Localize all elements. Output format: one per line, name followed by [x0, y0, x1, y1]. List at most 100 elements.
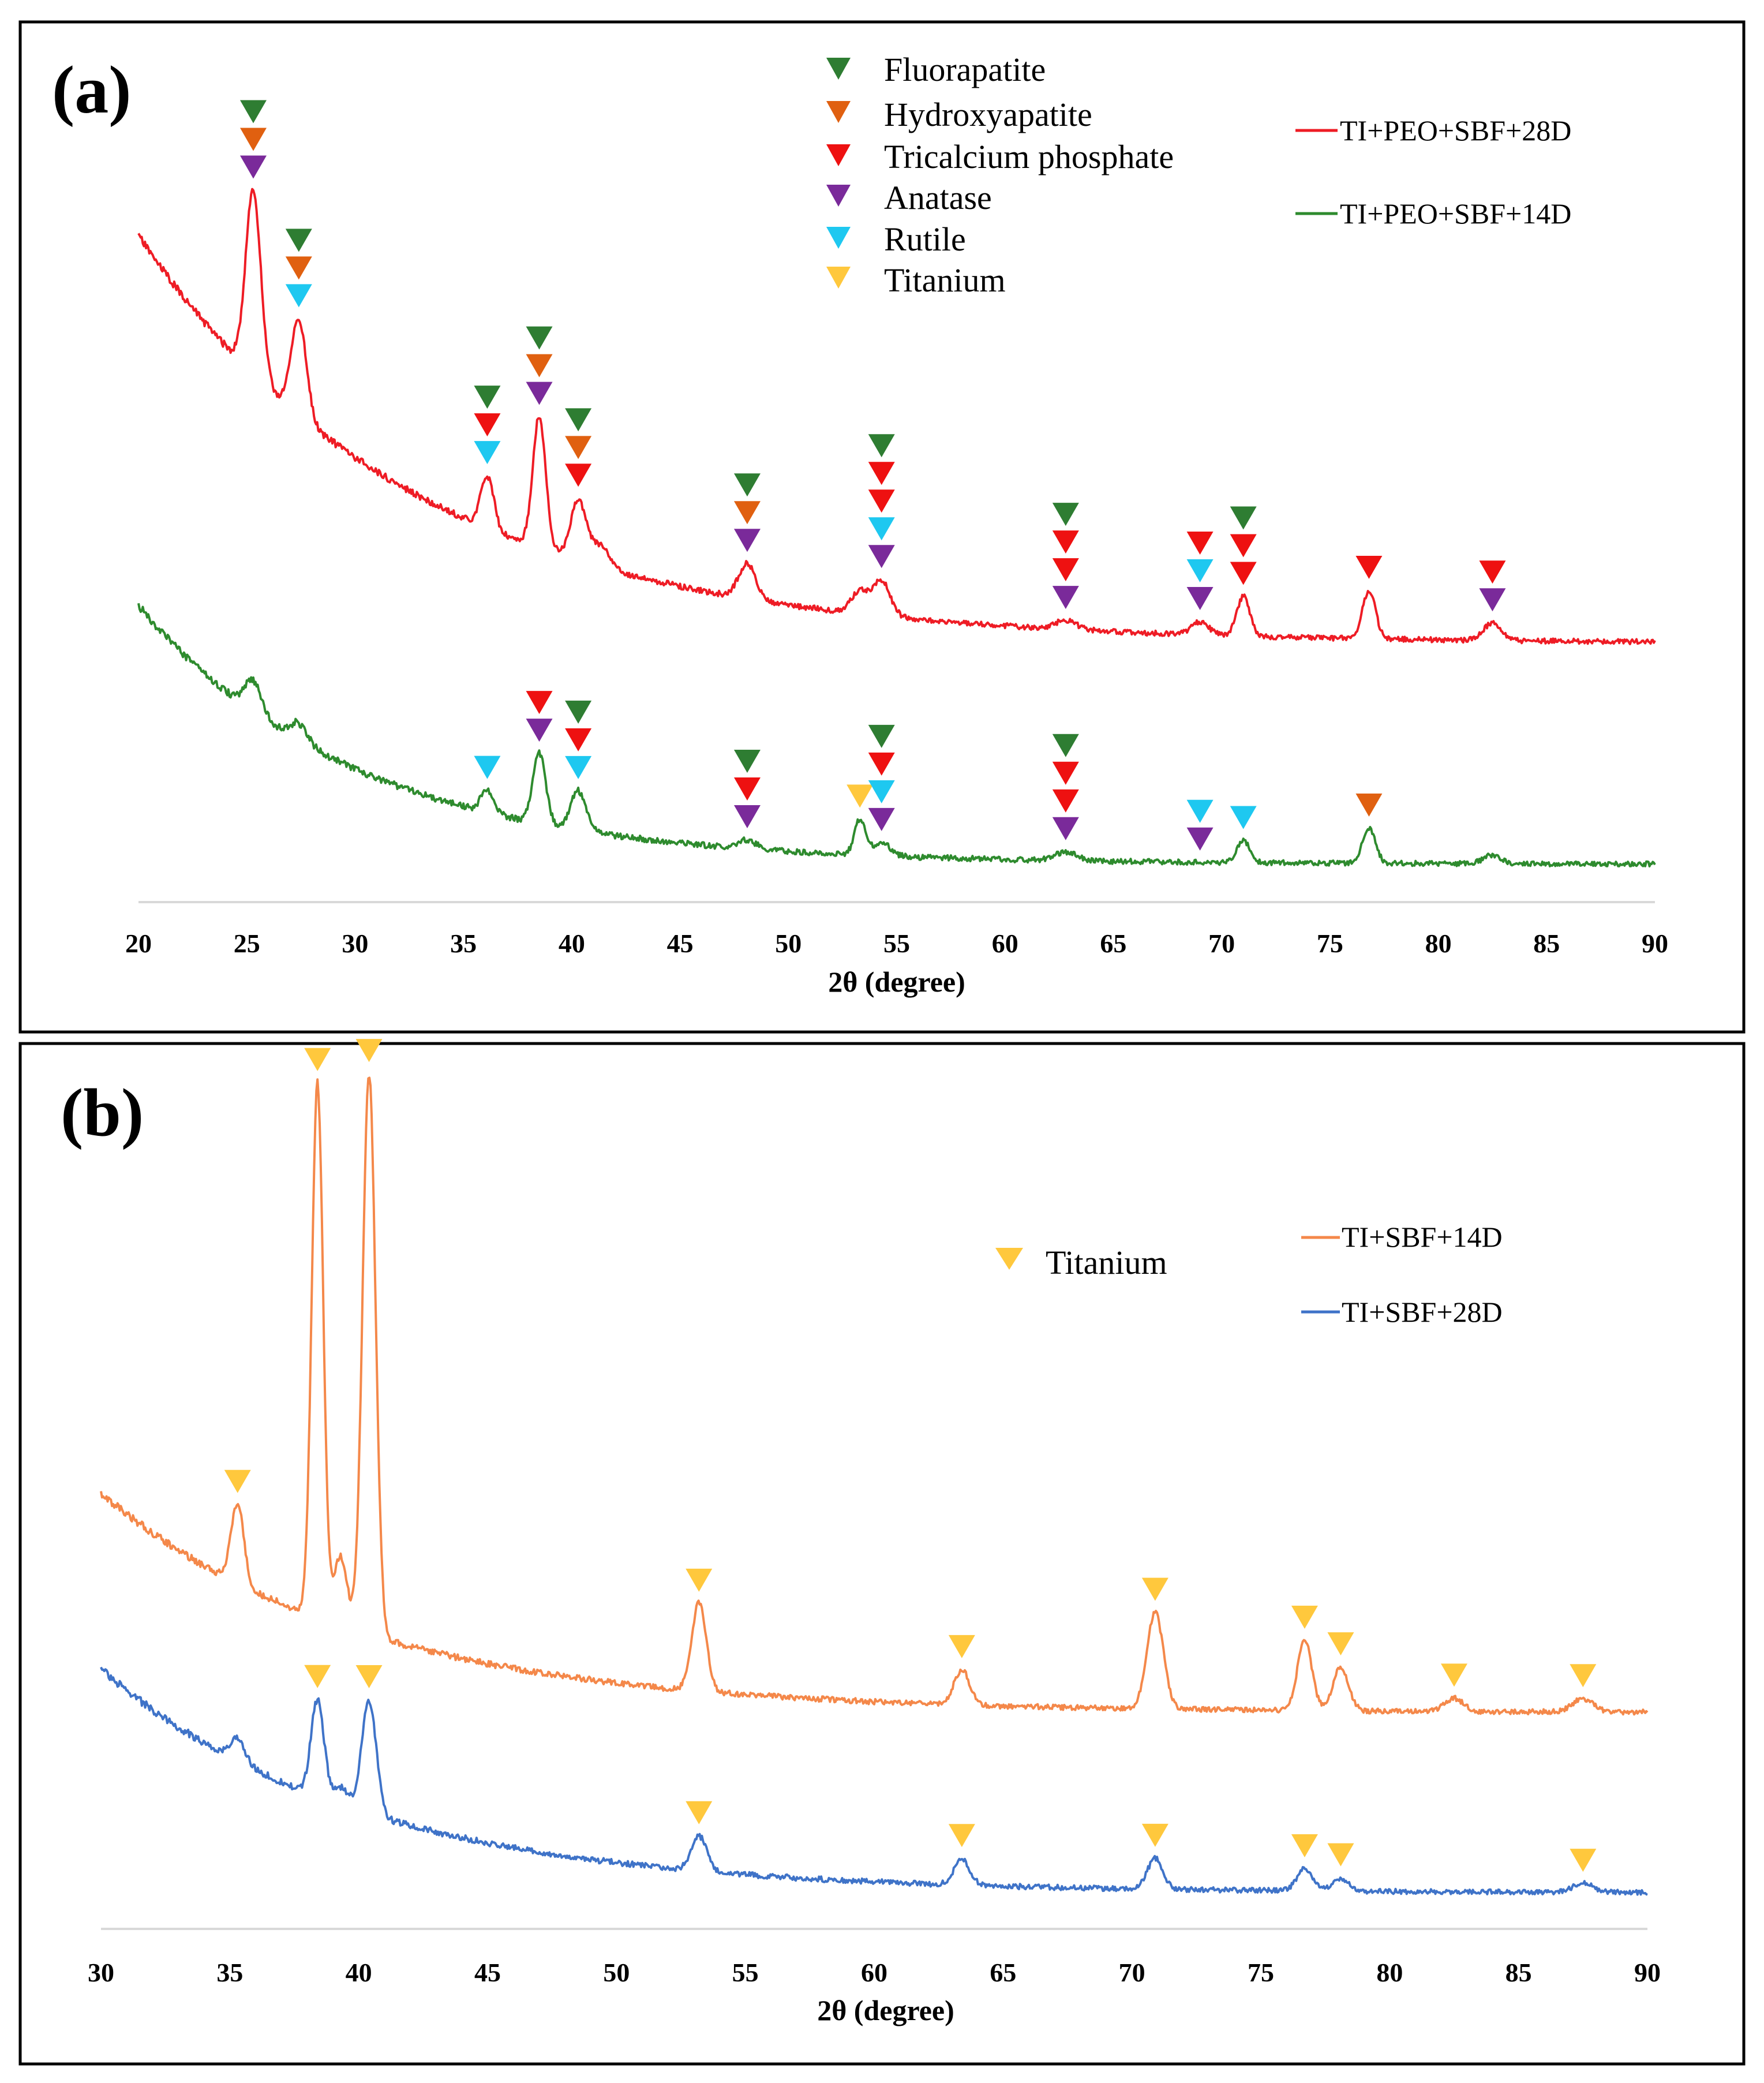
- x-tick-label-a: 60: [992, 929, 1018, 958]
- legend-marker-tricalcium-phosphate-icon: [826, 144, 851, 166]
- legend-label-hydroxyapatite: Hydroxyapatite: [884, 96, 1092, 133]
- panel-b-frame: [18, 1042, 1746, 2066]
- legend-series-b14d: TI+SBF+14D: [1342, 1221, 1503, 1253]
- legend-series-28d: TI+PEO+SBF+28D: [1340, 114, 1571, 147]
- phase-marker-tricalcium-phosphate-icon: [733, 777, 761, 801]
- x-tick-label-b: 30: [88, 1958, 114, 1987]
- phase-marker-titanium-icon: [948, 1635, 975, 1658]
- phase-marker-tricalcium-phosphate-icon: [474, 413, 501, 437]
- phase-marker-fluorapatite-icon: [1230, 506, 1257, 530]
- phase-marker-anatase-icon: [868, 807, 895, 831]
- phase-marker-titanium-icon: [1141, 1823, 1168, 1847]
- phase-marker-titanium-icon: [1570, 1664, 1597, 1688]
- x-tick-label-a: 40: [559, 929, 585, 958]
- panel-a: (a) Fluorapatite Hydroxyapatite Tricalci…: [18, 20, 1746, 1034]
- x-tick-label-a: 70: [1208, 929, 1235, 958]
- phase-marker-anatase-icon: [239, 155, 267, 179]
- x-tick-label-a: 80: [1425, 929, 1452, 958]
- series-line-b-2: [100, 1666, 1648, 1896]
- phase-marker-titanium-icon: [948, 1824, 975, 1848]
- x-tick-label-b: 85: [1505, 1958, 1532, 1987]
- phase-marker-titanium-icon: [304, 1665, 331, 1688]
- phase-marker-hydroxyapatite-icon: [565, 436, 592, 459]
- phase-marker-anatase-icon: [1186, 586, 1214, 610]
- phase-marker-hydroxyapatite-icon: [285, 256, 312, 280]
- phase-marker-tricalcium-phosphate-icon: [565, 728, 592, 751]
- x-tick-label-b: 70: [1119, 1958, 1145, 1987]
- x-tick-label-b: 55: [732, 1958, 759, 1987]
- legend-label-anatase: Anatase: [884, 179, 992, 216]
- phase-marker-hydroxyapatite-icon: [239, 128, 267, 151]
- phase-marker-fluorapatite-icon: [565, 408, 592, 432]
- phase-marker-tricalcium-phosphate-icon: [868, 752, 895, 776]
- phase-marker-rutile-icon: [565, 756, 592, 779]
- phase-marker-hydroxyapatite-icon: [1355, 793, 1383, 817]
- panel-a-phase-legend: Fluorapatite Hydroxyapatite Tricalcium p…: [826, 51, 1174, 299]
- phase-marker-anatase-icon: [526, 719, 553, 742]
- legend-label-titanium: Titanium: [884, 261, 1006, 299]
- phase-marker-anatase-icon: [1186, 827, 1214, 851]
- x-tick-label-b: 60: [861, 1958, 887, 1987]
- phase-marker-titanium-icon: [1291, 1834, 1318, 1857]
- x-tick-label-b: 45: [474, 1958, 501, 1987]
- phase-marker-titanium-icon: [847, 784, 874, 808]
- panel-b-phase-legend: Titanium: [995, 1244, 1167, 1281]
- x-tick-label-a: 30: [342, 929, 368, 958]
- phase-marker-fluorapatite-icon: [285, 229, 312, 252]
- phase-marker-titanium-icon: [1141, 1577, 1168, 1601]
- phase-marker-fluorapatite-icon: [1052, 734, 1079, 757]
- phase-marker-titanium-icon: [1441, 1663, 1467, 1687]
- phase-marker-fluorapatite-icon: [565, 700, 592, 724]
- legend-marker-hydroxyapatite-icon: [826, 101, 851, 123]
- phase-marker-rutile-icon: [1186, 559, 1214, 582]
- x-tick-label-a: 75: [1317, 929, 1343, 958]
- phase-marker-rutile-icon: [474, 441, 501, 465]
- phase-marker-tricalcium-phosphate-icon: [1355, 556, 1383, 579]
- legend-series-b28d: TI+SBF+28D: [1342, 1296, 1503, 1328]
- phase-marker-rutile-icon: [1230, 806, 1257, 829]
- x-tick-label-b: 75: [1248, 1958, 1274, 1987]
- phase-marker-anatase-icon: [868, 545, 895, 569]
- phase-marker-rutile-icon: [1186, 799, 1214, 823]
- phase-marker-rutile-icon: [868, 780, 895, 803]
- phase-marker-tricalcium-phosphate-icon: [868, 489, 895, 513]
- x-tick-label-a: 35: [450, 929, 477, 958]
- legend-marker-rutile-icon: [826, 227, 851, 249]
- panel-b-plot-area: [100, 1039, 1649, 1896]
- phase-marker-titanium-icon: [224, 1469, 251, 1493]
- x-tick-label-a: 25: [234, 929, 260, 958]
- x-tick-label-b: 50: [603, 1958, 630, 1987]
- phase-marker-tricalcium-phosphate-icon: [1052, 789, 1079, 813]
- phase-marker-anatase-icon: [733, 805, 761, 828]
- x-tick-label-b: 90: [1634, 1958, 1661, 1987]
- phase-marker-anatase-icon: [1479, 588, 1506, 612]
- phase-marker-fluorapatite-icon: [1052, 503, 1079, 526]
- phase-marker-titanium-icon: [1570, 1849, 1597, 1872]
- panel-b: (b) Titanium TI+SBF+14D TI+SBF+28D 30 35 4…: [18, 1039, 1746, 2066]
- x-tick-label-a: 90: [1642, 929, 1668, 958]
- x-tick-label-b: 40: [346, 1958, 372, 1987]
- phase-marker-tricalcium-phosphate-icon: [1479, 560, 1506, 584]
- legend-marker-titanium-icon: [826, 267, 851, 289]
- phase-marker-titanium-icon: [304, 1048, 331, 1071]
- x-tick-label-a: 65: [1100, 929, 1126, 958]
- x-tick-label-a: 50: [775, 929, 802, 958]
- phase-marker-tricalcium-phosphate-icon: [1052, 761, 1079, 785]
- panel-b-series-legend: TI+SBF+14D TI+SBF+28D: [1301, 1221, 1503, 1328]
- series-line-a-2: [137, 603, 1656, 867]
- phase-marker-titanium-icon: [686, 1801, 713, 1824]
- phase-marker-tricalcium-phosphate-icon: [526, 691, 553, 715]
- x-tick-label-a: 20: [125, 929, 152, 958]
- phase-marker-fluorapatite-icon: [526, 326, 553, 350]
- phase-marker-titanium-icon: [355, 1039, 383, 1063]
- phase-marker-hydroxyapatite-icon: [733, 501, 761, 525]
- phase-marker-rutile-icon: [474, 756, 501, 779]
- panel-a-series-legend: TI+PEO+SBF+28D TI+PEO+SBF+14D: [1295, 114, 1571, 230]
- panel-a-x-ticks: 20 25 30 35 40 45 50 55 60 65 70 75 80 85 90: [125, 929, 1668, 958]
- x-tick-label-a: 55: [883, 929, 910, 958]
- phase-marker-rutile-icon: [868, 517, 895, 541]
- phase-marker-tricalcium-phosphate-icon: [1052, 530, 1079, 554]
- phase-marker-tricalcium-phosphate-icon: [1230, 534, 1257, 558]
- phase-marker-rutile-icon: [285, 284, 312, 308]
